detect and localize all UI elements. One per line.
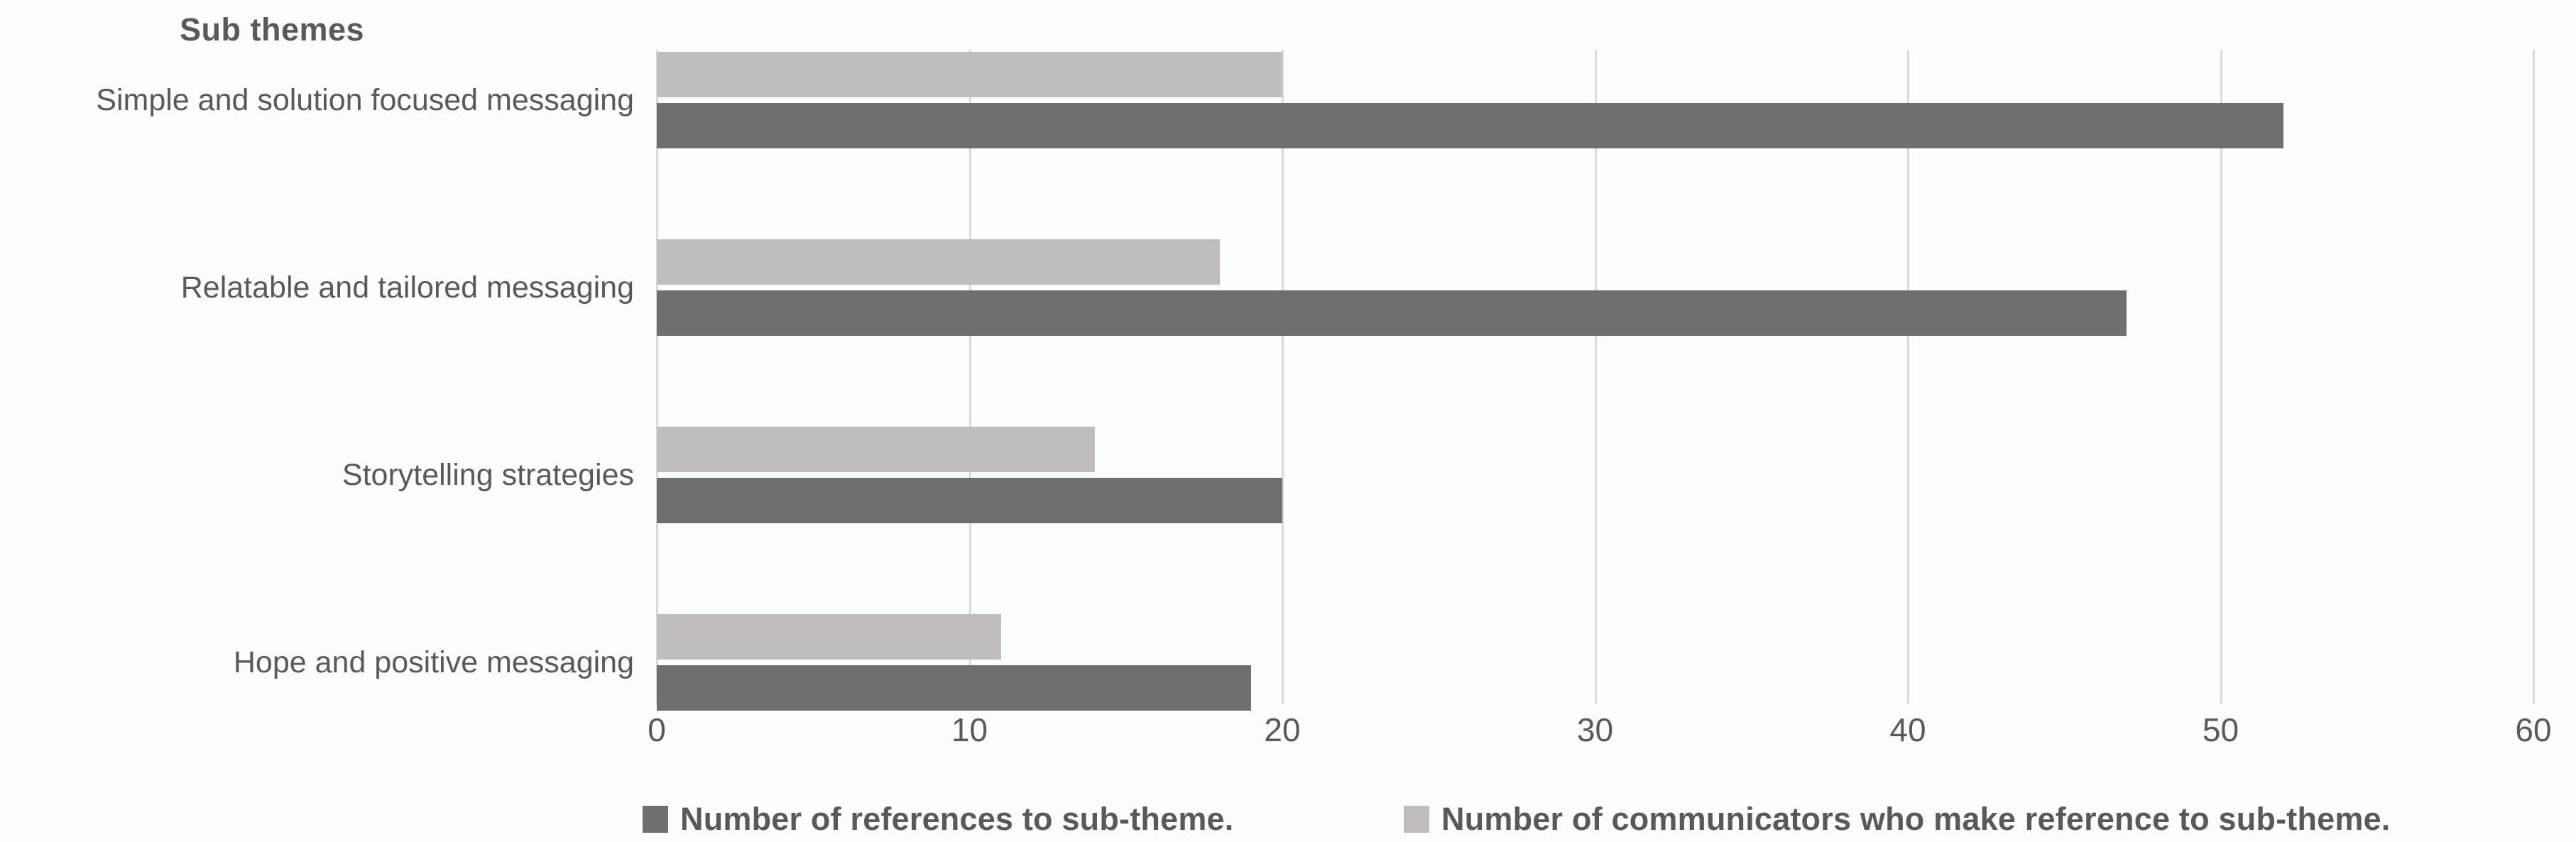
bar-communicators-category-0 bbox=[657, 52, 1282, 97]
bar-communicators-category-2 bbox=[657, 427, 1095, 472]
gridline-x-20 bbox=[1282, 50, 1284, 704]
gridline-x-50 bbox=[2220, 50, 2222, 704]
legend-label-communicators: Number of communicators who make referen… bbox=[1441, 801, 2391, 837]
category-label-1: Relatable and tailored messaging bbox=[180, 270, 634, 305]
legend-item-communicators: Number of communicators who make referen… bbox=[1404, 801, 2391, 838]
x-tick-label-10: 10 bbox=[951, 711, 988, 748]
gridline-x-10 bbox=[968, 50, 971, 704]
x-axis: 0 10 20 30 40 50 60 bbox=[648, 711, 2551, 751]
x-tick-label-40: 40 bbox=[1889, 711, 1926, 748]
gridline-x-30 bbox=[1594, 50, 1597, 704]
category-axis: Simple and solution focused messaging Rel… bbox=[0, 50, 634, 711]
bar-references-category-0 bbox=[657, 103, 2283, 148]
gridline-x-60 bbox=[2533, 50, 2535, 704]
bar-communicators-category-3 bbox=[657, 614, 1001, 660]
references-series-swatch-icon bbox=[643, 806, 668, 833]
category-label-0: Simple and solution focused messaging bbox=[96, 83, 634, 117]
gridline-x-40 bbox=[1907, 50, 1909, 704]
x-tick-label-0: 0 bbox=[648, 711, 666, 748]
x-tick-label-50: 50 bbox=[2202, 711, 2239, 748]
x-tick-label-30: 30 bbox=[1576, 711, 1614, 748]
communicators-series-swatch-icon bbox=[1404, 806, 1429, 833]
gridline-x-0 bbox=[656, 50, 658, 704]
category-label-3: Hope and positive messaging bbox=[233, 645, 634, 679]
legend-label-references: Number of references to sub-theme. bbox=[680, 801, 1234, 837]
bar-communicators-category-1 bbox=[657, 239, 1220, 285]
bar-references-category-1 bbox=[657, 290, 2127, 336]
x-tick-label-60: 60 bbox=[2515, 711, 2552, 748]
plot-area bbox=[656, 50, 2535, 711]
chart-title: Sub themes bbox=[180, 11, 365, 48]
legend: Number of references to sub-theme. Numbe… bbox=[0, 801, 2576, 842]
legend-item-references: Number of references to sub-theme. bbox=[643, 801, 1233, 838]
bar-references-category-3 bbox=[657, 665, 1251, 711]
x-tick-label-20: 20 bbox=[1264, 711, 1301, 748]
category-label-2: Storytelling strategies bbox=[342, 458, 634, 492]
bar-references-category-2 bbox=[657, 478, 1282, 523]
